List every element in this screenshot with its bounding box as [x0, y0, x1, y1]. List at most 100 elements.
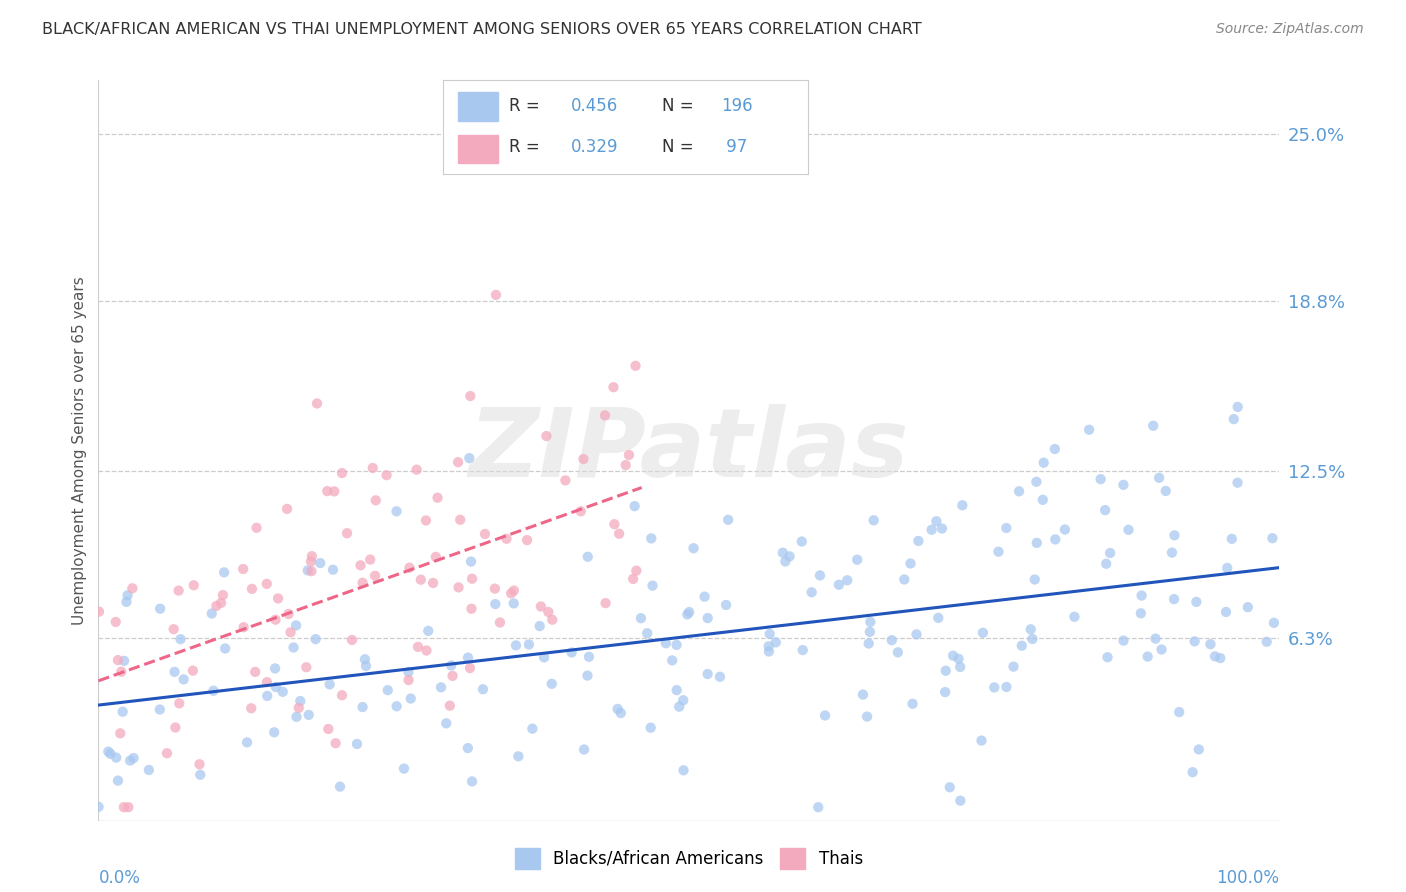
Point: [569, 504, 592, 518]
Text: ZIPatlas: ZIPatlas: [468, 404, 910, 497]
Point: [458, 661, 481, 675]
Point: [122, 751, 145, 765]
Point: [758, 627, 780, 641]
Point: [295, 660, 318, 674]
Point: [779, 549, 801, 564]
Point: [398, 560, 420, 574]
Point: [901, 697, 924, 711]
Point: [121, 582, 143, 596]
Point: [346, 737, 368, 751]
Point: [641, 579, 664, 593]
Point: [329, 780, 352, 794]
Point: [717, 513, 740, 527]
Point: [188, 757, 211, 772]
Point: [1216, 561, 1239, 575]
Point: [309, 556, 332, 570]
Point: [110, 665, 132, 679]
Point: [921, 523, 943, 537]
Point: [201, 607, 224, 621]
Point: [775, 554, 797, 568]
Point: [399, 691, 422, 706]
Point: [104, 615, 127, 629]
Point: [87, 605, 110, 619]
Point: [900, 557, 922, 571]
Text: R =: R =: [509, 97, 544, 115]
Point: [484, 582, 506, 596]
Point: [458, 451, 481, 466]
Point: [474, 527, 496, 541]
Text: Source: ZipAtlas.com: Source: ZipAtlas.com: [1216, 22, 1364, 37]
Point: [87, 800, 110, 814]
Point: [364, 493, 387, 508]
Point: [276, 502, 298, 516]
Point: [352, 575, 374, 590]
Point: [505, 639, 527, 653]
Point: [1215, 605, 1237, 619]
Point: [1154, 483, 1177, 498]
Text: 0.329: 0.329: [571, 138, 619, 156]
Point: [240, 701, 263, 715]
Point: [115, 595, 138, 609]
Point: [939, 780, 962, 795]
Point: [530, 599, 553, 614]
Point: [1136, 649, 1159, 664]
Point: [489, 615, 512, 630]
Point: [485, 288, 508, 302]
Point: [1063, 609, 1085, 624]
Point: [682, 541, 704, 556]
Point: [173, 673, 195, 687]
Point: [636, 626, 658, 640]
Point: [603, 517, 626, 532]
Point: [1099, 546, 1122, 560]
Point: [593, 409, 616, 423]
Point: [852, 688, 875, 702]
Point: [97, 745, 120, 759]
Point: [354, 659, 377, 673]
Point: [409, 573, 432, 587]
Point: [678, 605, 700, 619]
Point: [418, 624, 440, 638]
Point: [305, 396, 328, 410]
Point: [1112, 478, 1135, 492]
Point: [614, 458, 637, 472]
Point: [460, 555, 482, 569]
Point: [927, 611, 949, 625]
Point: [1097, 650, 1119, 665]
Point: [859, 615, 882, 629]
Point: [299, 554, 322, 568]
Point: [405, 463, 427, 477]
Point: [457, 741, 479, 756]
Y-axis label: Unemployment Among Seniors over 65 years: Unemployment Among Seniors over 65 years: [72, 277, 87, 624]
Point: [111, 705, 134, 719]
Point: [1204, 649, 1226, 664]
Point: [501, 586, 523, 600]
Point: [529, 619, 551, 633]
Point: [995, 521, 1018, 535]
Point: [942, 648, 965, 663]
Point: [995, 680, 1018, 694]
Point: [554, 474, 576, 488]
Text: N =: N =: [662, 97, 699, 115]
Point: [385, 699, 408, 714]
Point: [595, 596, 617, 610]
Point: [880, 633, 903, 648]
Point: [1025, 475, 1047, 489]
Point: [621, 572, 644, 586]
Point: [696, 611, 718, 625]
Point: [1222, 412, 1244, 426]
Point: [297, 563, 319, 577]
Point: [240, 582, 263, 596]
Text: 0.456: 0.456: [571, 97, 619, 115]
Point: [264, 680, 287, 694]
Point: [323, 484, 346, 499]
Point: [1226, 475, 1249, 490]
Point: [1045, 533, 1067, 547]
Point: [398, 673, 420, 687]
Point: [1263, 615, 1285, 630]
Point: [169, 632, 191, 647]
Point: [1094, 503, 1116, 517]
Point: [156, 746, 179, 760]
Point: [322, 563, 344, 577]
Point: [441, 669, 464, 683]
Point: [1163, 528, 1185, 542]
